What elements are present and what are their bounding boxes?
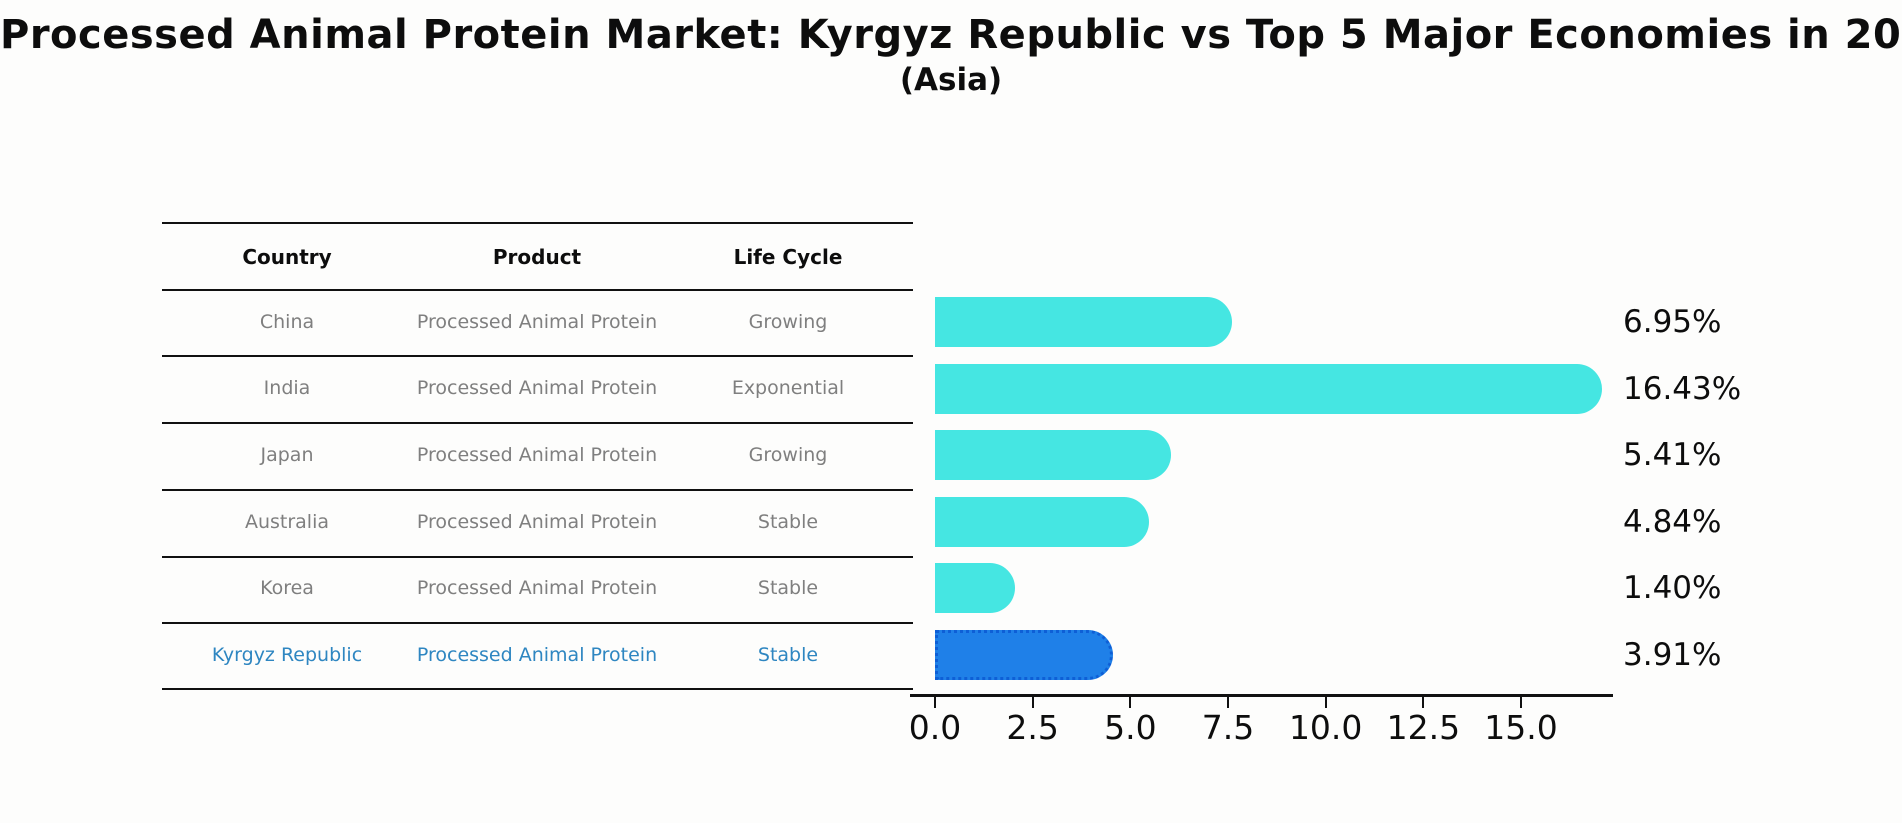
table-cell-product: Processed Animal Protein [416, 311, 658, 333]
value-label: 6.95% [1623, 304, 1722, 340]
table-cell-country: Japan [260, 444, 314, 466]
table-cell-product: Processed Animal Protein [416, 577, 658, 599]
table-divider [162, 556, 913, 558]
x-tick-label: 10.0 [1288, 708, 1363, 747]
table-divider [162, 622, 913, 624]
value-label: 4.84% [1623, 503, 1722, 540]
x-tick-mark [1031, 697, 1034, 708]
table-cell-country: Australia [244, 511, 330, 533]
table-divider [162, 422, 913, 424]
table-divider [162, 489, 913, 491]
x-tick-label: 15.0 [1484, 708, 1558, 747]
x-tick-label: 2.5 [1006, 708, 1059, 747]
x-axis-line [910, 694, 1613, 697]
table-cell-product-highlight: Processed Animal Protein [416, 644, 658, 666]
table-cell-product: Processed Animal Protein [416, 444, 658, 466]
page-subtitle: (Asia) [899, 62, 1003, 98]
x-tick-label: 12.5 [1386, 708, 1461, 747]
page-title: Processed Animal Protein Market: Kyrgyz … [0, 12, 1902, 58]
x-tick-mark [1422, 697, 1425, 708]
x-tick-mark [1227, 697, 1230, 708]
x-tick-mark [1129, 697, 1132, 708]
bar-china [935, 297, 1232, 347]
table-cell-country: India [263, 377, 311, 399]
bar-australia [935, 496, 1150, 547]
table-cell-product: Processed Animal Protein [416, 511, 658, 533]
bar-korea [935, 563, 1015, 614]
table-divider [162, 355, 913, 357]
x-tick-label: 0.0 [908, 708, 962, 747]
value-label: 16.43% [1623, 370, 1742, 407]
table-cell-life-cycle: Stable [757, 577, 819, 599]
table-header-country: Country [242, 245, 332, 269]
table-cell-product: Processed Animal Protein [416, 377, 658, 399]
bar-kyrgyz-republic [935, 630, 1113, 680]
x-tick-mark [1324, 697, 1327, 708]
table-cell-life-cycle: Exponential [731, 377, 845, 399]
table-cell-life-cycle: Growing [748, 444, 828, 466]
value-label: 1.40% [1623, 570, 1722, 607]
table-cell-life-cycle: Stable [757, 511, 819, 533]
value-label: 5.41% [1623, 437, 1722, 474]
x-tick-label: 7.5 [1201, 708, 1255, 747]
x-tick-mark [934, 697, 936, 708]
table-header-product: Product [492, 245, 582, 269]
table-header-life-cycle: Life Cycle [733, 245, 843, 269]
x-tick-mark [1520, 697, 1523, 708]
value-label: 3.91% [1623, 637, 1722, 673]
table-divider [162, 688, 913, 690]
table-cell-life-cycle: Growing [748, 311, 828, 333]
table-cell-country-highlight: Kyrgyz Republic [211, 644, 363, 666]
table-cell-life-cycle-highlight: Stable [757, 644, 819, 666]
x-tick-label: 5.0 [1104, 708, 1157, 747]
table-divider [162, 222, 913, 224]
bar-japan [935, 430, 1172, 481]
table-divider [162, 289, 913, 291]
table-cell-country: China [259, 311, 315, 333]
table-cell-country: Korea [260, 577, 314, 599]
bar-india [935, 363, 1602, 414]
